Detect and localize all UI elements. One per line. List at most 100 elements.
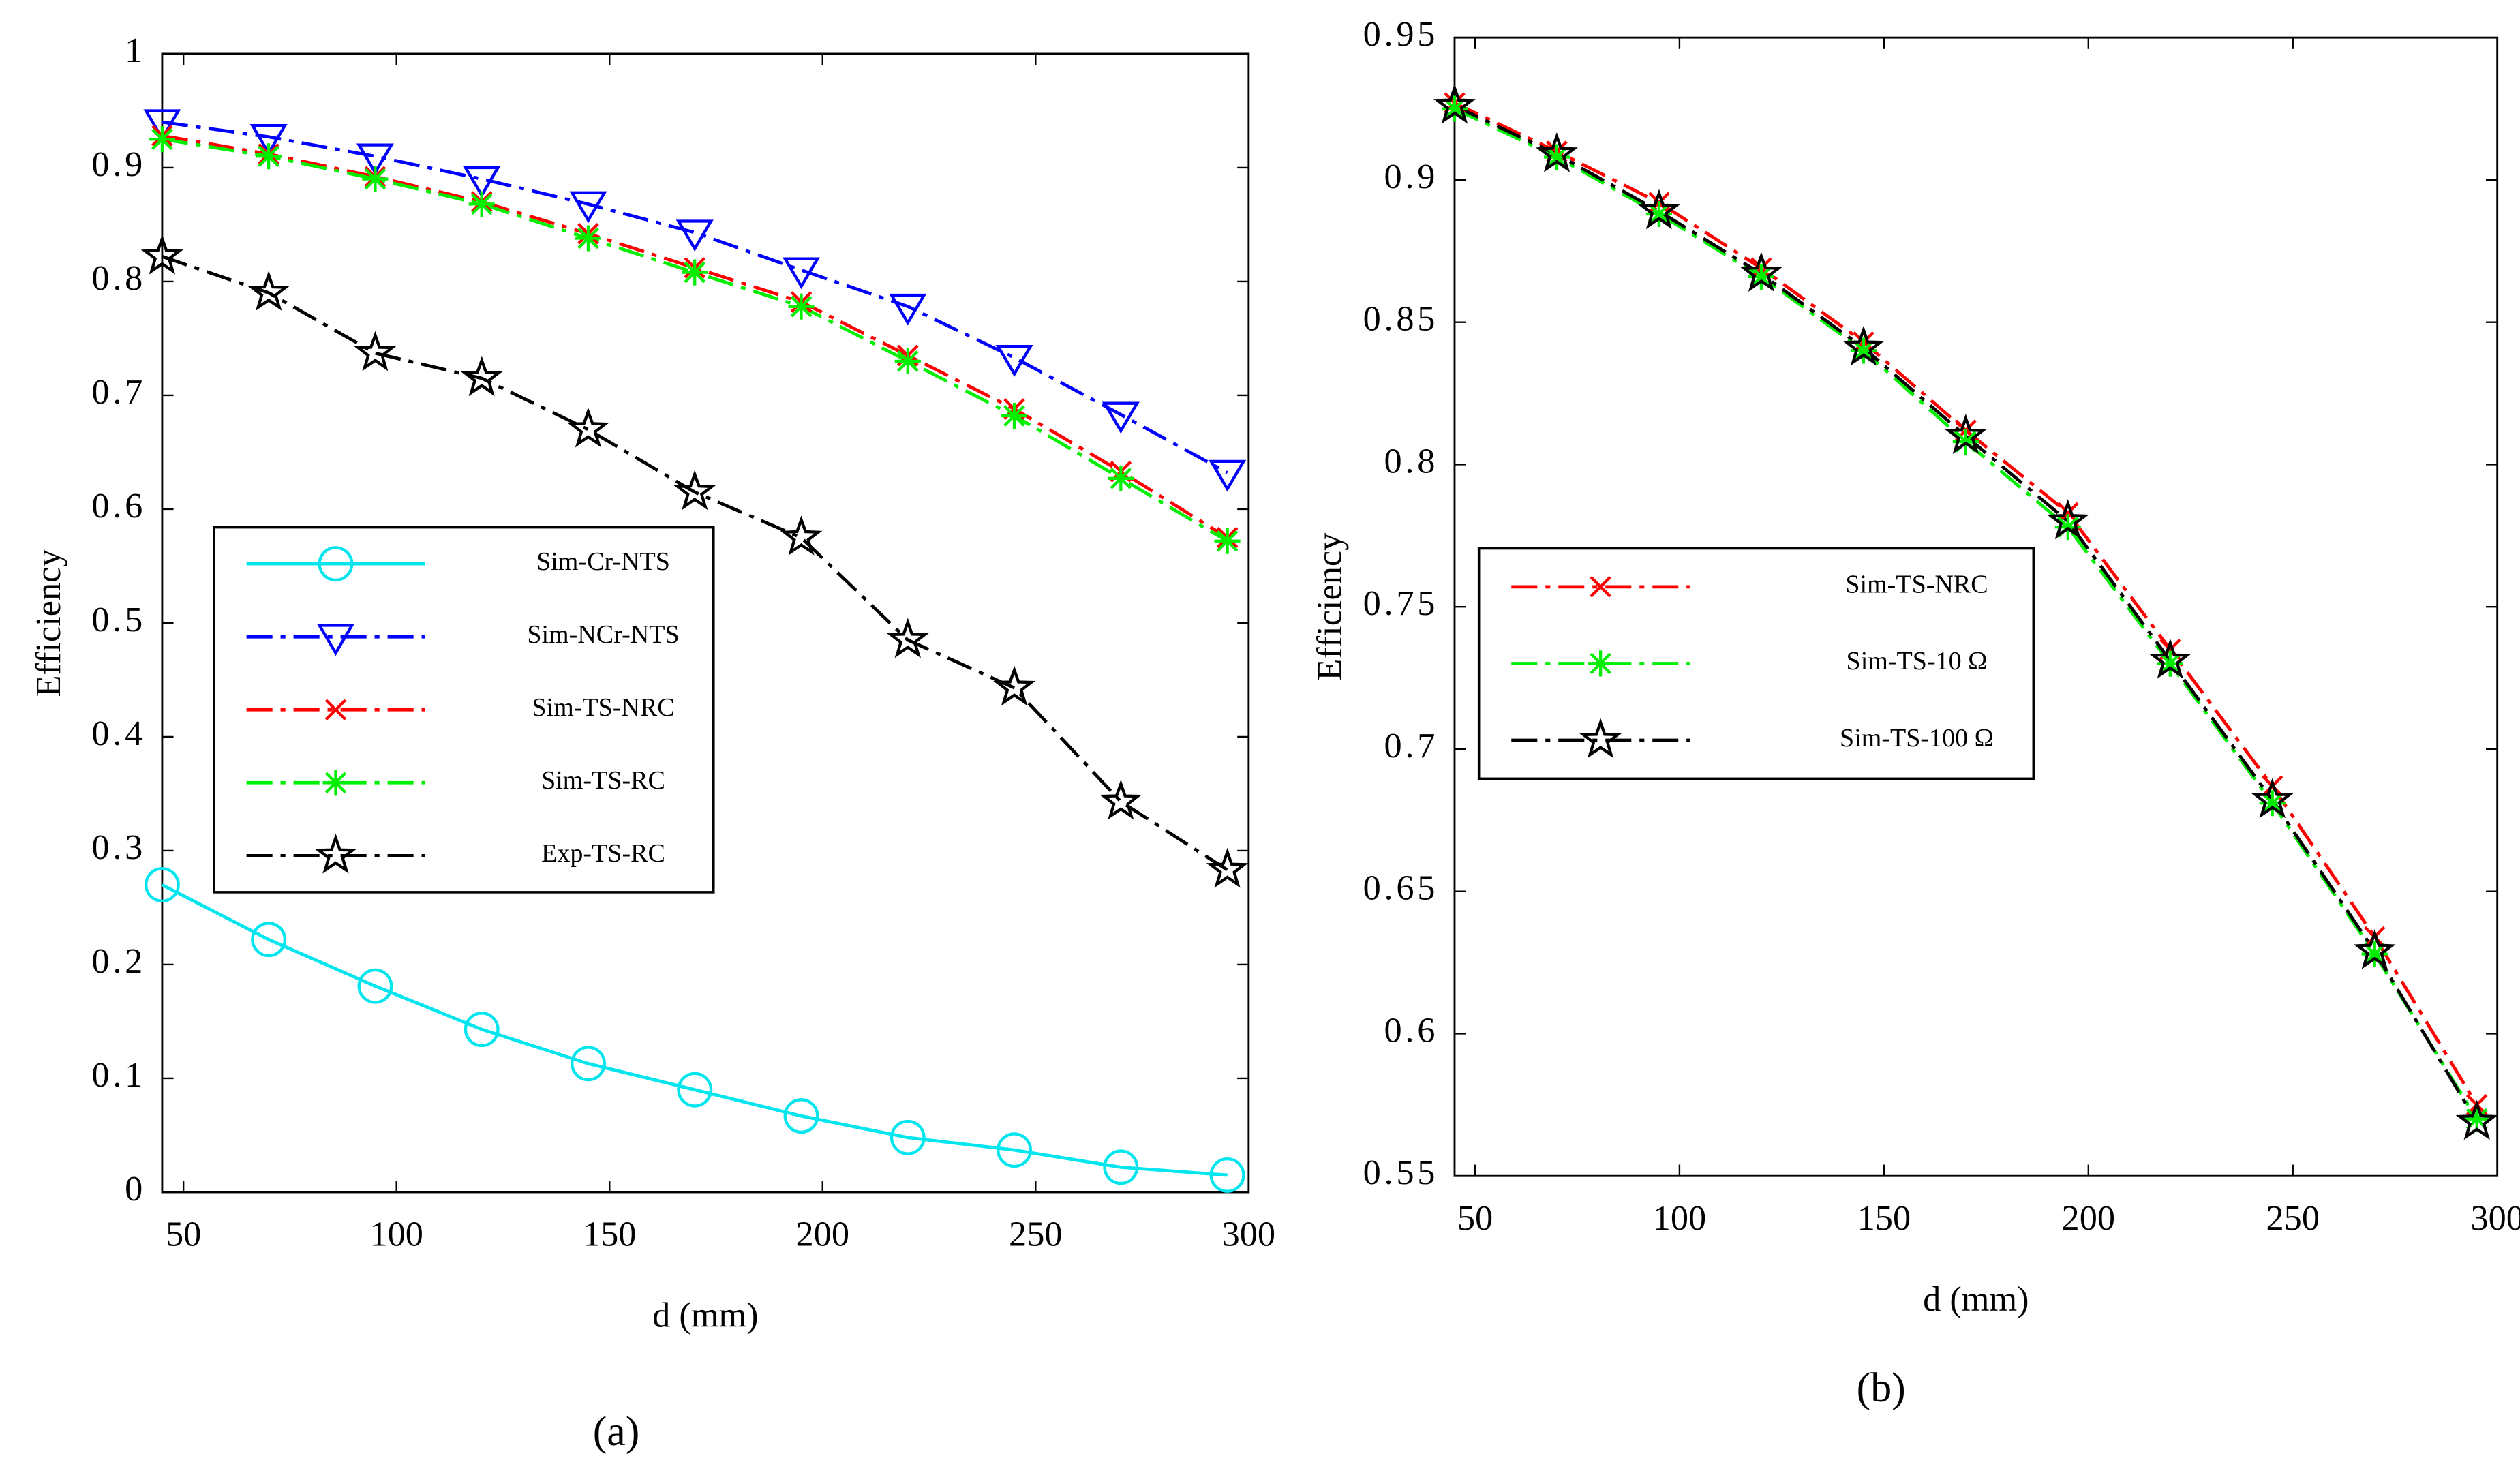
- marker: [1441, 95, 1468, 122]
- marker: [1588, 650, 1614, 677]
- marker: [673, 470, 716, 511]
- x-tick-label: 100: [369, 1215, 423, 1254]
- series-line: [162, 137, 1228, 543]
- marker: [1209, 1157, 1245, 1193]
- marker: [362, 166, 389, 192]
- marker: [1214, 528, 1241, 554]
- y-axis-label: Efficiency: [1310, 533, 1350, 681]
- y-tick-label: 0.95: [1363, 14, 1439, 54]
- series-line: [161, 883, 1228, 1177]
- marker: [997, 1132, 1032, 1168]
- marker: [783, 1098, 819, 1134]
- marker: [249, 124, 288, 156]
- marker: [889, 293, 927, 326]
- marker: [886, 618, 929, 658]
- marker: [1543, 144, 1570, 170]
- marker: [1579, 718, 1622, 759]
- x-tick-label: 100: [1653, 1198, 1707, 1238]
- x-tick-label: 300: [2470, 1198, 2520, 1238]
- legend-label: Sim-TS-10 Ω: [1847, 647, 1988, 675]
- legend-label: Sim-TS-NRC: [532, 693, 674, 722]
- marker: [1740, 252, 1782, 292]
- marker: [463, 166, 501, 198]
- marker: [993, 665, 1036, 706]
- y-tick-label: 0.8: [1384, 441, 1439, 481]
- legend-label: Sim-Cr-NTS: [536, 547, 670, 576]
- legend-label: Exp-TS-RC: [541, 839, 665, 868]
- legend-label: Sim-NCr-NTS: [527, 620, 679, 649]
- marker: [1001, 402, 1028, 429]
- marker: [1433, 83, 1476, 124]
- marker: [675, 219, 714, 252]
- series-line: [1453, 102, 2478, 1106]
- marker: [464, 1012, 500, 1048]
- marker: [575, 225, 602, 252]
- y-tick-label: 0.85: [1363, 299, 1439, 339]
- marker: [468, 191, 495, 217]
- y-tick-label: 0.8: [91, 258, 146, 298]
- marker: [324, 699, 347, 721]
- marker: [2259, 790, 2286, 817]
- x-tick-label: 300: [1222, 1215, 1276, 1254]
- marker: [460, 356, 503, 397]
- x-axis-label: d (mm): [652, 1296, 759, 1335]
- y-tick-label: 0.6: [91, 486, 146, 526]
- series-line: [162, 120, 1228, 474]
- y-tick-label: 0.7: [1384, 726, 1439, 765]
- marker: [788, 293, 815, 320]
- y-tick-label: 0.9: [1384, 157, 1439, 196]
- marker: [890, 1119, 926, 1155]
- marker: [2353, 929, 2396, 969]
- marker: [1842, 325, 1885, 366]
- y-axis-label: Efficiency: [29, 549, 68, 697]
- legend-label: Sim-TS-RC: [541, 766, 665, 795]
- caption: (a): [593, 1408, 640, 1455]
- y-tick-label: 0.1: [91, 1055, 146, 1095]
- y-tick-label: 0.6: [1384, 1010, 1439, 1050]
- x-tick-label: 50: [166, 1215, 201, 1254]
- y-tick-label: 1: [125, 31, 146, 70]
- y-tick-label: 0.9: [91, 145, 146, 184]
- y-tick-label: 0.65: [1363, 868, 1439, 908]
- legend-label: Sim-TS-100 Ω: [1840, 724, 1994, 753]
- y-tick-label: 0: [125, 1169, 146, 1209]
- series-line: [162, 134, 1228, 539]
- marker: [1748, 263, 1774, 290]
- y-tick-label: 0.3: [91, 827, 146, 867]
- marker: [2455, 1099, 2498, 1140]
- marker: [144, 867, 180, 903]
- chart-panel: 0.55 0.6 0.65 0.7 0.75 0.8 0.85 0.9 0.95 50 100 150…: [1310, 14, 2520, 1411]
- x-tick-label: 250: [1009, 1215, 1063, 1254]
- marker: [894, 348, 921, 374]
- marker: [2157, 650, 2183, 677]
- marker: [256, 143, 282, 170]
- x-tick-label: 50: [1457, 1198, 1493, 1238]
- x-tick-label: 150: [1857, 1198, 1911, 1238]
- marker: [356, 143, 394, 176]
- marker: [1099, 779, 1142, 820]
- marker: [357, 968, 393, 1004]
- marker: [314, 833, 357, 874]
- series-line: [1453, 104, 2478, 1123]
- series-line: [162, 255, 1228, 872]
- marker: [143, 109, 181, 142]
- marker: [1645, 200, 1672, 228]
- marker: [567, 407, 609, 448]
- legend-label: Sim-TS-NRC: [1845, 571, 1988, 599]
- y-tick-label: 0.4: [91, 714, 146, 753]
- caption: (b): [1857, 1365, 1906, 1411]
- marker: [677, 1072, 713, 1108]
- marker: [1536, 132, 1578, 172]
- x-axis-label: d (mm): [1923, 1279, 2029, 1319]
- marker: [1209, 459, 1247, 492]
- marker: [2361, 941, 2388, 967]
- marker: [149, 126, 175, 153]
- y-tick-label: 0.75: [1363, 583, 1439, 623]
- marker: [995, 345, 1033, 377]
- x-tick-label: 150: [583, 1215, 637, 1254]
- marker: [1850, 337, 1877, 364]
- marker: [1590, 576, 1611, 598]
- marker: [1637, 189, 1680, 230]
- marker: [569, 191, 607, 224]
